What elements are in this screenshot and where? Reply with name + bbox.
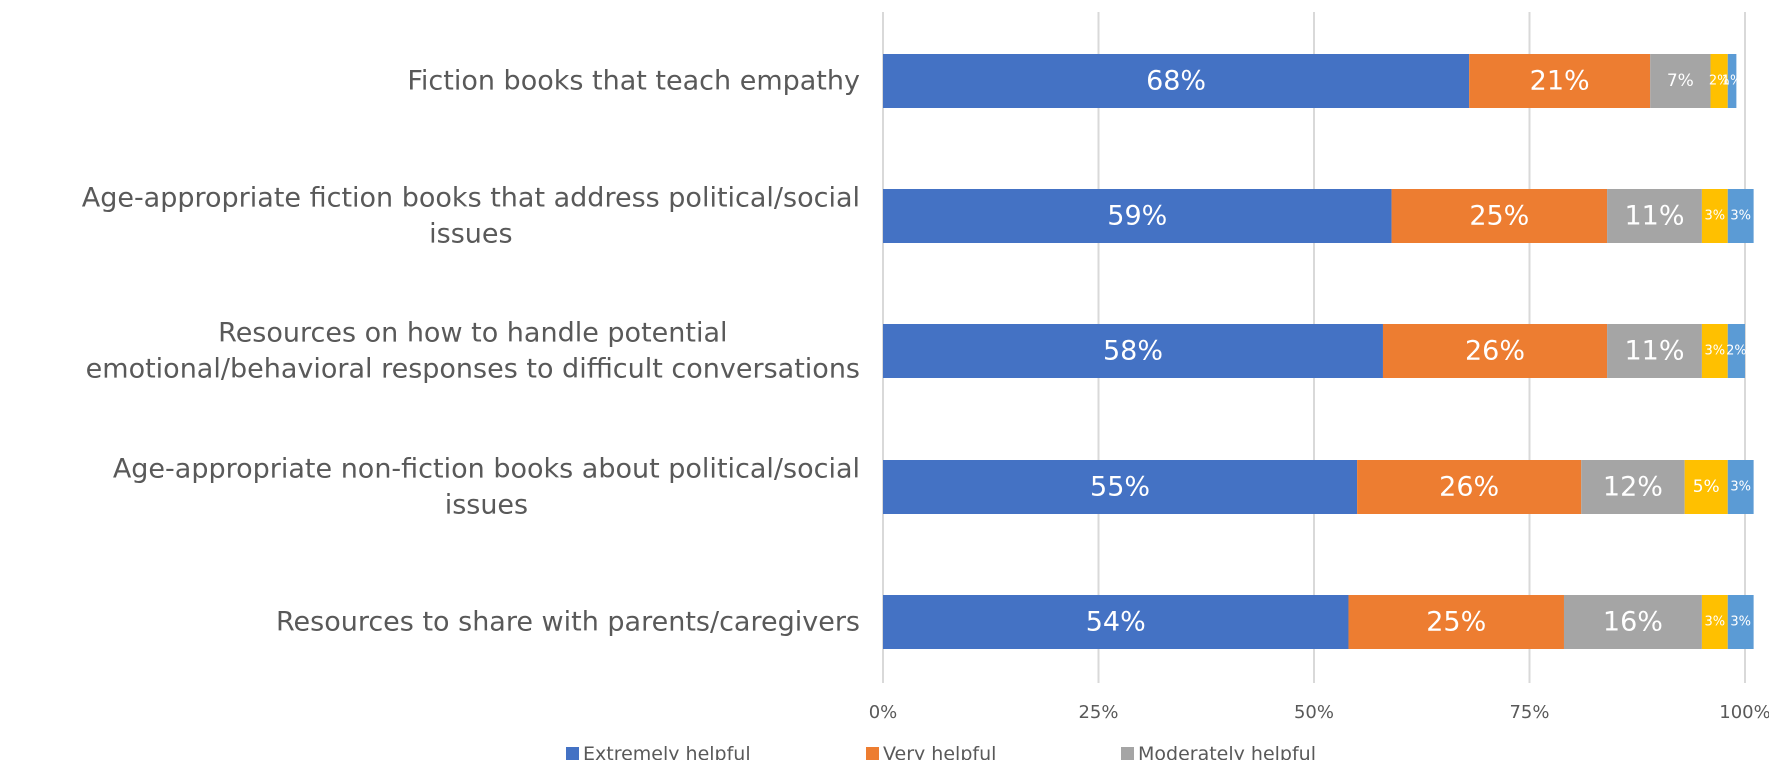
bar-segment bbox=[1391, 189, 1608, 243]
x-axis-tick-labels: 0% 25% 50% 75% 100% bbox=[869, 702, 1769, 723]
legend-swatch bbox=[1121, 747, 1134, 760]
bar-segment bbox=[1650, 54, 1711, 108]
data-label: 21% bbox=[1530, 66, 1590, 97]
bar-segment bbox=[1701, 324, 1728, 378]
bar-segment bbox=[1607, 324, 1702, 378]
category-label: Fiction books that teach empathy bbox=[407, 66, 860, 97]
bar-segment bbox=[1581, 460, 1685, 514]
category-label: Age-appropriate non-fiction books about … bbox=[113, 454, 860, 485]
data-label: 59% bbox=[1107, 201, 1167, 232]
category-label: Resources on how to handle potential bbox=[218, 318, 727, 349]
bar-segment bbox=[1727, 460, 1754, 514]
bar-segment bbox=[1382, 324, 1608, 378]
x-tick-label: 75% bbox=[1509, 702, 1549, 723]
bar-segment bbox=[1727, 595, 1754, 649]
bar-segment bbox=[1357, 460, 1582, 514]
data-label: 26% bbox=[1439, 472, 1499, 503]
x-tick-label: 0% bbox=[869, 702, 898, 723]
data-label: 25% bbox=[1426, 607, 1486, 638]
x-tick-label: 25% bbox=[1078, 702, 1118, 723]
bar-segments bbox=[883, 54, 1754, 649]
data-label: 1% bbox=[1722, 74, 1743, 89]
category-label: Resources to share with parents/caregive… bbox=[276, 607, 860, 638]
category-label: issues bbox=[445, 490, 528, 521]
bar-segment bbox=[1727, 54, 1737, 108]
bar-segment bbox=[1701, 189, 1728, 243]
x-tick-label: 100% bbox=[1719, 702, 1769, 723]
legend: Extremely helpful Very helpful Moderately … bbox=[566, 743, 1316, 760]
bar-segment bbox=[1710, 54, 1728, 108]
category-labels: Fiction books that teach empathy Age-appr… bbox=[82, 66, 860, 638]
legend-swatch bbox=[566, 747, 579, 760]
bar-segment bbox=[883, 460, 1358, 514]
data-label: 2% bbox=[1709, 74, 1730, 89]
data-label: 5% bbox=[1693, 477, 1720, 497]
legend-label: Very helpful bbox=[883, 743, 996, 760]
data-label: 12% bbox=[1603, 472, 1663, 503]
bar-segment bbox=[883, 324, 1383, 378]
bar-segment bbox=[1607, 189, 1702, 243]
legend-label: Extremely helpful bbox=[583, 743, 751, 760]
data-label: 3% bbox=[1730, 209, 1751, 224]
bar-segment bbox=[1684, 460, 1728, 514]
category-label: Age-appropriate fiction books that addre… bbox=[82, 183, 860, 214]
data-label: 25% bbox=[1469, 201, 1529, 232]
data-label: 16% bbox=[1603, 607, 1663, 638]
data-label: 26% bbox=[1465, 336, 1525, 367]
x-tick-label: 50% bbox=[1294, 702, 1334, 723]
bar-segment bbox=[883, 54, 1470, 108]
bar-segment bbox=[1727, 189, 1754, 243]
bar-segment bbox=[1727, 324, 1745, 378]
bar-segment bbox=[1348, 595, 1564, 649]
data-label: 54% bbox=[1086, 607, 1146, 638]
bar-segment bbox=[1701, 595, 1728, 649]
data-label: 11% bbox=[1624, 201, 1684, 232]
bar-segment bbox=[1469, 54, 1651, 108]
data-label: 7% bbox=[1667, 71, 1694, 91]
data-label: 11% bbox=[1624, 336, 1684, 367]
legend-swatch bbox=[866, 747, 879, 760]
data-label: 3% bbox=[1730, 615, 1751, 630]
data-label: 3% bbox=[1705, 615, 1726, 630]
bar-segment bbox=[883, 595, 1349, 649]
data-labels: 68% 21% 7% 2%1%59% 25% 11% 3% 3%58% 26% 11% 3% 2%55… bbox=[1086, 66, 1751, 638]
data-label: 2% bbox=[1726, 344, 1747, 359]
bar-segment bbox=[883, 189, 1392, 243]
bar-segment bbox=[1563, 595, 1702, 649]
data-label: 3% bbox=[1730, 480, 1751, 495]
data-label: 55% bbox=[1090, 472, 1150, 503]
legend-label: Moderately helpful bbox=[1138, 743, 1316, 760]
data-label: 68% bbox=[1146, 66, 1206, 97]
category-label: issues bbox=[429, 219, 512, 250]
data-label: 3% bbox=[1705, 209, 1726, 224]
data-label: 58% bbox=[1103, 336, 1163, 367]
category-label: emotional/behavioral responses to diffic… bbox=[86, 354, 860, 385]
data-label: 3% bbox=[1705, 344, 1726, 359]
